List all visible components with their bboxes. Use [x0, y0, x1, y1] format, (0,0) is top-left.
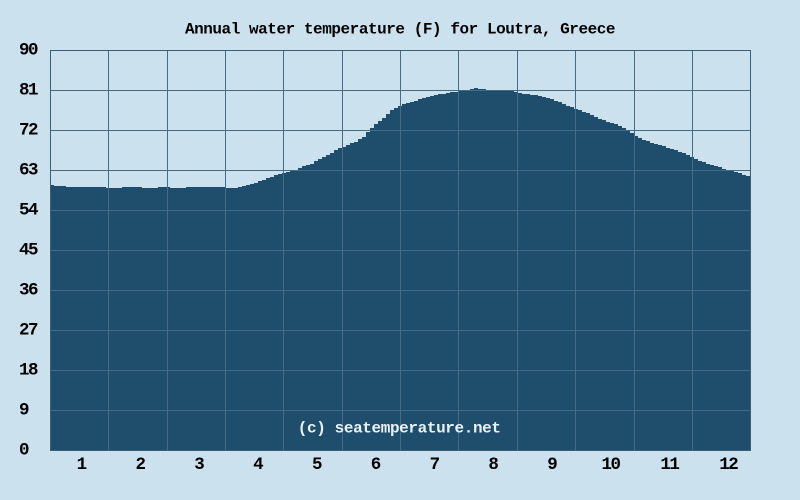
svg-text:(c) seatemperature.net: (c) seatemperature.net — [298, 420, 501, 438]
svg-text:90: 90 — [19, 41, 38, 61]
svg-text:12: 12 — [719, 455, 738, 475]
svg-text:3: 3 — [194, 455, 204, 475]
svg-text:5: 5 — [312, 455, 322, 475]
svg-text:6: 6 — [371, 455, 381, 475]
svg-text:27: 27 — [19, 321, 38, 341]
svg-text:9: 9 — [547, 455, 557, 475]
svg-text:18: 18 — [19, 361, 38, 381]
svg-text:Annual water temperature (F) f: Annual water temperature (F) for Loutra,… — [185, 20, 615, 38]
svg-text:2: 2 — [135, 455, 145, 475]
svg-text:45: 45 — [19, 241, 38, 261]
svg-text:9: 9 — [19, 401, 29, 421]
svg-text:0: 0 — [19, 441, 29, 461]
svg-text:63: 63 — [19, 161, 38, 181]
svg-text:36: 36 — [19, 281, 38, 301]
svg-text:1: 1 — [77, 455, 87, 475]
svg-text:81: 81 — [19, 81, 38, 101]
svg-text:8: 8 — [488, 455, 498, 475]
svg-text:11: 11 — [660, 455, 679, 475]
svg-text:10: 10 — [602, 455, 621, 475]
svg-text:7: 7 — [430, 455, 440, 475]
svg-text:72: 72 — [19, 121, 38, 141]
svg-text:4: 4 — [253, 455, 263, 475]
svg-text:54: 54 — [19, 201, 38, 221]
